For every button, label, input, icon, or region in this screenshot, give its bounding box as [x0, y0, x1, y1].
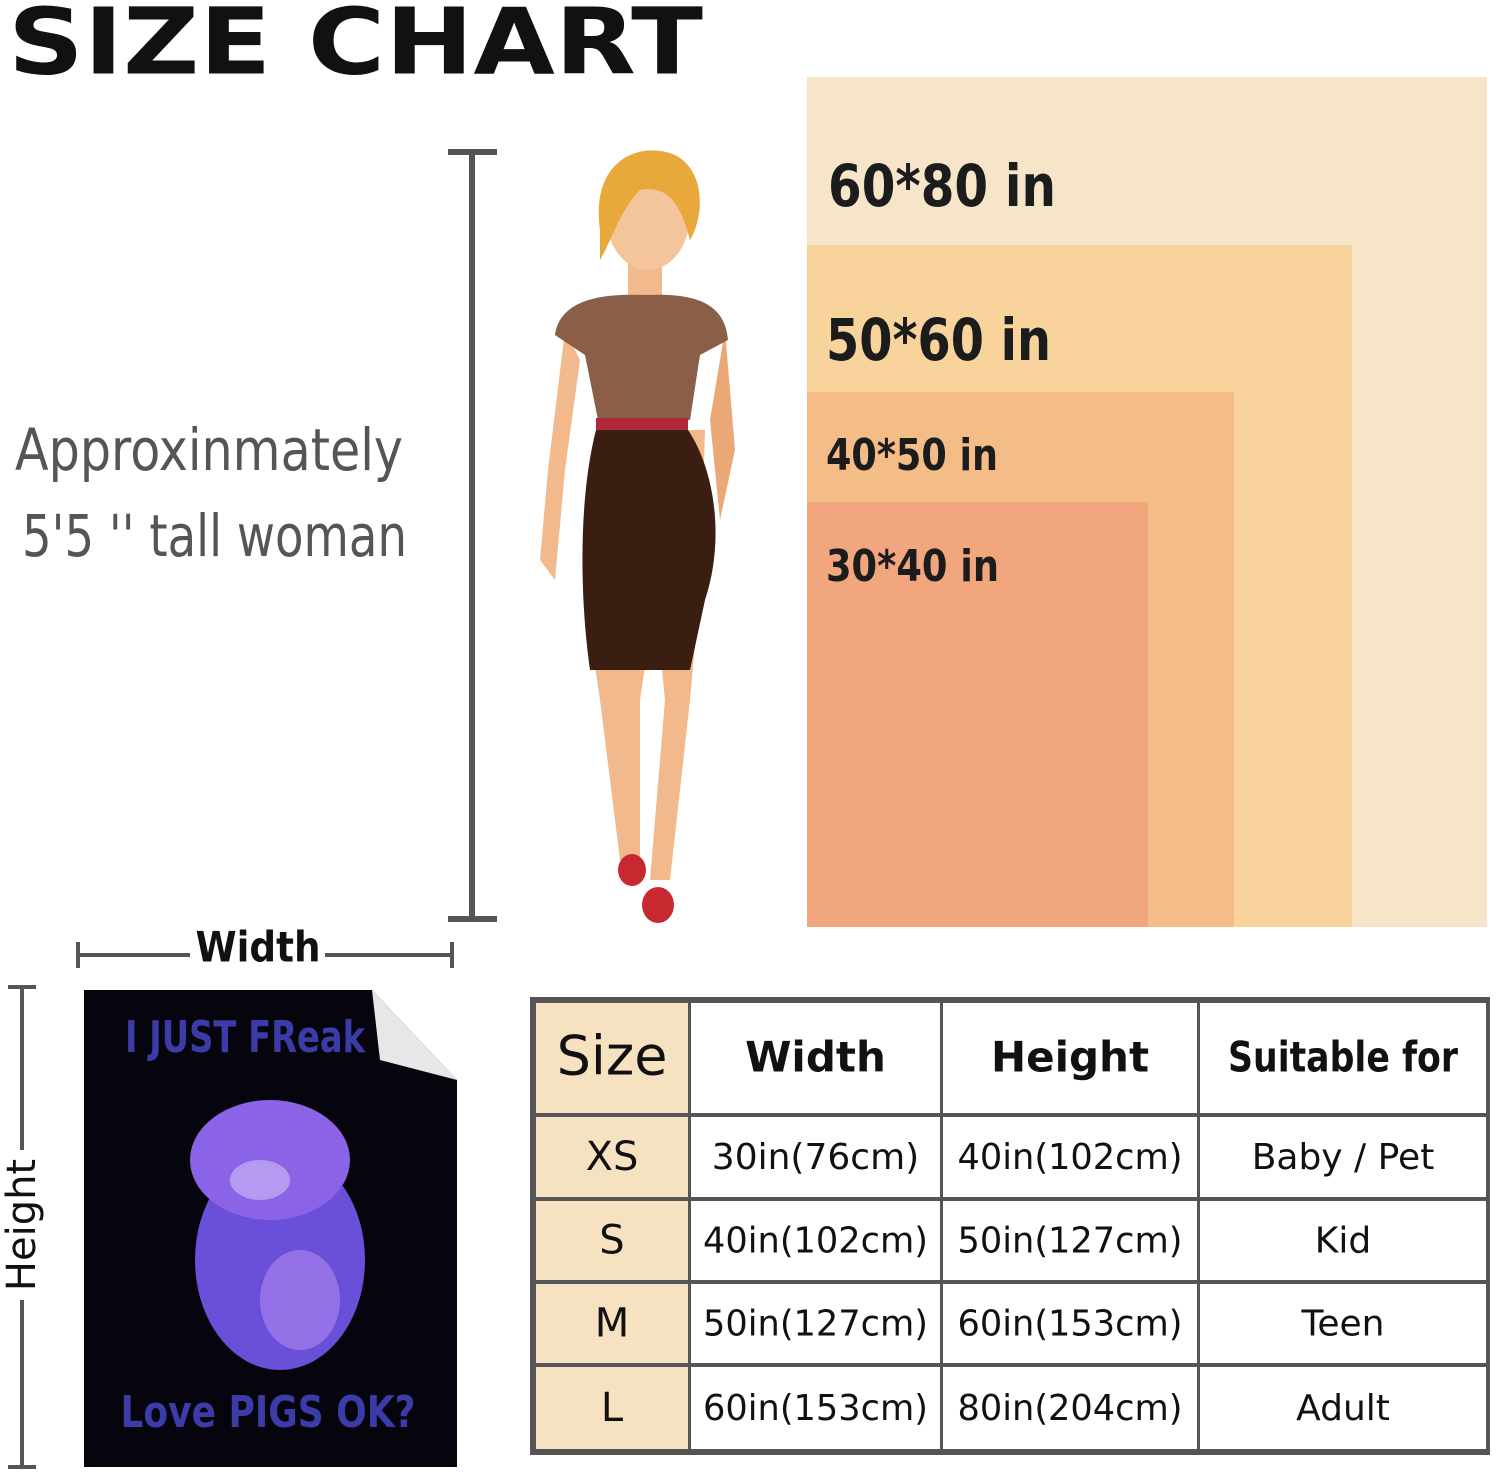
caption-line: 5'5 '' tall woman — [22, 502, 407, 570]
height-bar — [448, 149, 497, 922]
table-cell-text: 40in(102cm) — [958, 1137, 1183, 1178]
table-cell — [691, 1117, 940, 1197]
size-cell: XS — [586, 1134, 639, 1180]
table-cell — [1200, 1201, 1486, 1280]
column-header: Size — [557, 1025, 668, 1088]
table-cell — [536, 1117, 688, 1197]
table-cell — [1200, 1367, 1486, 1449]
size-label: 40*50 in — [826, 430, 998, 481]
size-label: 50*60 in — [826, 306, 1051, 374]
width-guide — [76, 942, 454, 968]
table-cell — [943, 1117, 1197, 1197]
size-cell: L — [601, 1385, 624, 1431]
table-cell — [943, 1284, 1197, 1363]
table-cell — [536, 1201, 688, 1280]
table-cell — [691, 1284, 940, 1363]
table-cell — [691, 1201, 940, 1280]
table-cell-text: 60in(153cm) — [958, 1304, 1183, 1345]
size-label: 30*40 in — [826, 541, 999, 592]
table-cell — [536, 1367, 688, 1449]
size-rect-s — [807, 502, 1148, 927]
table-cell-text: 50in(127cm) — [958, 1221, 1183, 1262]
table-cell-text: 40in(102cm) — [703, 1221, 928, 1262]
table-cell-text: 50in(127cm) — [703, 1304, 928, 1345]
height-label: Height — [0, 1159, 45, 1291]
table-cell — [536, 1284, 688, 1363]
blanket-text: I JUST FReak — [125, 1012, 366, 1063]
table-cell — [943, 1003, 1197, 1113]
blanket-illustration — [84, 990, 457, 1467]
column-header: Suitable for — [1228, 1033, 1458, 1082]
table-cell — [1200, 1117, 1486, 1197]
size-label: 60*80 in — [828, 152, 1056, 220]
height-guide — [8, 985, 36, 1469]
table-cell-text: Kid — [1315, 1221, 1371, 1262]
title: SIZE CHART — [8, 0, 703, 95]
size-cell: S — [599, 1218, 624, 1264]
table-cell — [1200, 1284, 1486, 1363]
table-cell — [691, 1367, 940, 1449]
table-cell — [943, 1367, 1197, 1449]
table-cell-text: Baby / Pet — [1252, 1137, 1435, 1178]
width-label: Width — [196, 923, 321, 972]
table-cell-text: 30in(76cm) — [712, 1137, 919, 1178]
table-cell — [536, 1003, 688, 1113]
table-cell-text: Adult — [1296, 1388, 1390, 1429]
blanket-text: Love PIGS OK? — [121, 1387, 416, 1438]
column-header: Width — [745, 1033, 886, 1082]
table-cell-text: Teen — [1301, 1304, 1385, 1345]
size-cell: M — [595, 1301, 630, 1347]
caption-line: Approxinmately — [15, 416, 403, 484]
table-cell — [943, 1201, 1197, 1280]
size-table: Size Width Height Suitable for XS 30in(76cm) 4… — [536, 1003, 1486, 1449]
table-cell-text: 80in(204cm) — [958, 1388, 1183, 1429]
table-cell — [1200, 1003, 1486, 1113]
woman-illustration — [540, 150, 735, 923]
column-header: Height — [991, 1033, 1149, 1082]
table-cell-text: 60in(153cm) — [703, 1388, 928, 1429]
table-cell — [691, 1003, 940, 1113]
